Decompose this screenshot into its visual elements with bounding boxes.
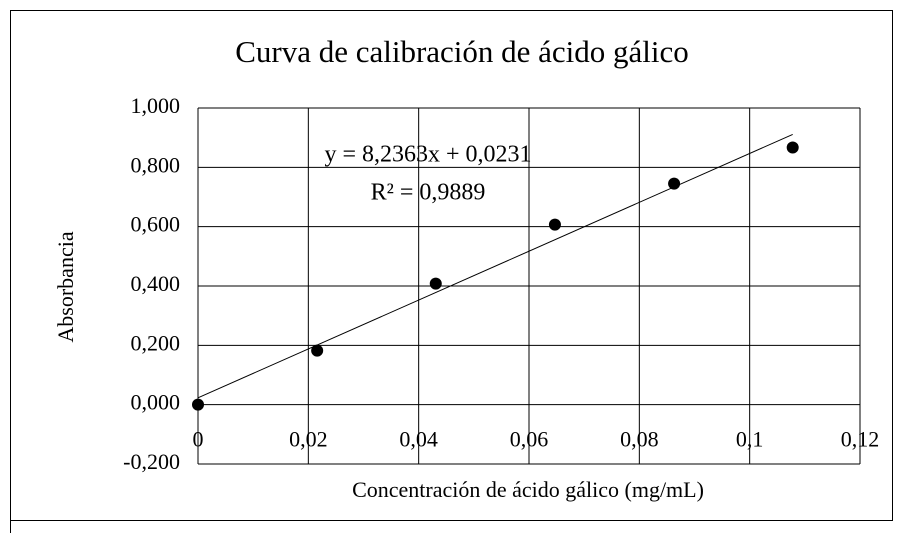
data-point xyxy=(668,177,681,190)
x-tick-label: 0 xyxy=(193,427,204,452)
y-tick-label: 0,600 xyxy=(131,212,181,237)
data-point xyxy=(548,218,561,231)
data-point xyxy=(192,398,204,411)
y-axis-label: Absorbancia xyxy=(53,231,78,342)
y-tick-label: 0,800 xyxy=(131,152,181,177)
x-tick-label: 0,06 xyxy=(510,427,549,452)
trendline xyxy=(197,133,793,399)
y-tick-label: 0,400 xyxy=(131,271,181,296)
trendline-annotation: R² = 0,9889 xyxy=(371,180,486,206)
x-tick-label: 0,12 xyxy=(841,427,880,452)
x-tick-label: 0,08 xyxy=(620,427,659,452)
data-point xyxy=(311,344,324,357)
chart-frame xyxy=(10,10,893,521)
y-tick-label: 0,000 xyxy=(131,390,181,415)
data-point xyxy=(429,277,442,290)
data-point xyxy=(786,141,799,154)
y-tick-label: 0,200 xyxy=(131,330,181,355)
trendline-annotation: y = 8,2363x + 0,0231 xyxy=(324,142,531,168)
y-tick-label: -0,200 xyxy=(123,449,180,474)
chart-title: Curva de calibración de ácido gálico xyxy=(235,34,689,69)
x-axis-label: Concentración de ácido gálico (mg/mL) xyxy=(352,477,704,502)
x-tick-label: 0,04 xyxy=(399,427,438,452)
x-tick-label: 0,02 xyxy=(289,427,328,452)
y-tick-label: 1,000 xyxy=(131,93,181,118)
x-tick-label: 0,1 xyxy=(736,427,764,452)
